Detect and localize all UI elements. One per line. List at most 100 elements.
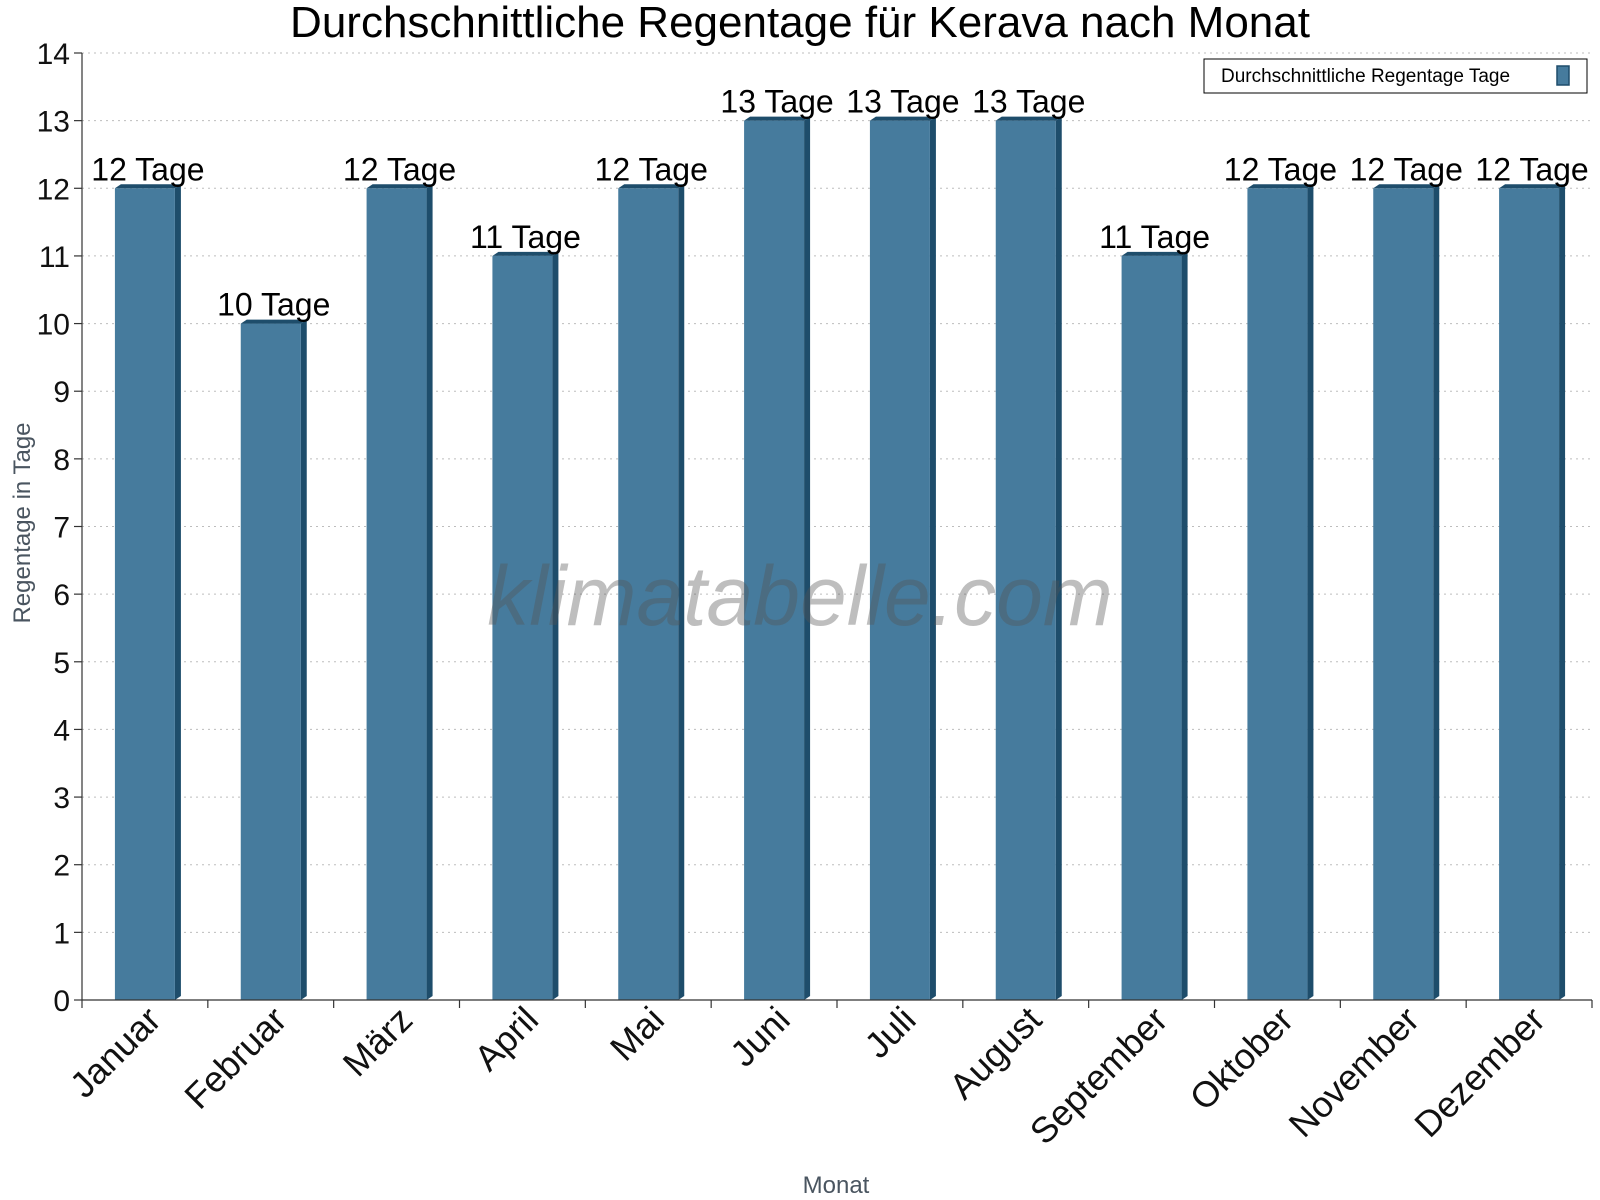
- y-tick-label: 14: [37, 38, 70, 71]
- data-label: 12 Tage: [1350, 151, 1463, 187]
- bar-top: [744, 116, 811, 121]
- bar-12: [1499, 184, 1566, 1001]
- y-tick-label: 3: [53, 782, 70, 815]
- y-tick-label: 8: [53, 444, 70, 477]
- bar-face: [1247, 188, 1308, 1001]
- bar-3: [366, 184, 433, 1001]
- y-tick-label: 6: [53, 579, 70, 612]
- x-tick-label: März: [335, 999, 421, 1085]
- bar-top: [618, 184, 685, 189]
- bar-9: [1121, 251, 1188, 1000]
- legend-label: Durchschnittliche Regentage Tage: [1221, 66, 1510, 87]
- y-tick-label: 5: [53, 647, 70, 680]
- data-label: 12 Tage: [595, 151, 708, 187]
- data-label: 12 Tage: [91, 151, 204, 187]
- y-tick-label: 11: [39, 241, 70, 274]
- y-tick-label: 4: [53, 714, 70, 747]
- bar-top: [114, 184, 181, 189]
- bar-top: [492, 251, 559, 256]
- bar-8: [995, 116, 1062, 1000]
- y-tick-label: 13: [37, 106, 70, 139]
- x-tick-label: September: [1022, 999, 1176, 1153]
- bar-face: [869, 120, 930, 1000]
- data-label: 10 Tage: [217, 287, 330, 323]
- x-tick-label: April: [466, 999, 546, 1079]
- bar-face: [744, 120, 805, 1000]
- x-tick-label: Mai: [602, 999, 672, 1069]
- bar-top: [1373, 184, 1440, 189]
- y-axis-title: Regentage in Tage: [9, 422, 36, 623]
- y-tick-label: 12: [37, 173, 70, 206]
- data-label: 12 Tage: [1475, 151, 1588, 187]
- bar-side: [1559, 184, 1566, 1001]
- data-label: 13 Tage: [846, 84, 959, 120]
- bar-top: [240, 319, 307, 324]
- bar-top: [1247, 184, 1314, 189]
- y-tick-label: 10: [37, 309, 70, 342]
- bar-side: [174, 184, 181, 1001]
- x-axis-title: Monat: [803, 1172, 870, 1199]
- bar-side: [552, 251, 559, 1000]
- bars: [114, 116, 1566, 1001]
- bar-face: [492, 255, 553, 1000]
- y-tick-label: 2: [53, 850, 70, 883]
- x-tick-label: Februar: [176, 999, 294, 1117]
- data-label: 13 Tage: [720, 84, 833, 120]
- bar-side: [300, 319, 307, 1001]
- bar-face: [1499, 188, 1560, 1001]
- watermark: klimatabelle.com: [487, 549, 1113, 643]
- legend-box: [1203, 58, 1588, 94]
- bar-side: [426, 184, 433, 1001]
- data-labels: 12 Tage 10 Tage 12 Tage 11 Tage 12 Tage 13 Ta…: [91, 84, 1588, 323]
- data-label: 13 Tage: [972, 84, 1085, 120]
- x-tick-labels: Januar Februar März April Mai Juni Juli AugustS…: [62, 999, 1553, 1153]
- x-tick-label: November: [1280, 999, 1426, 1145]
- legend: Durchschnittliche Regentage Tage: [1203, 58, 1588, 94]
- legend-swatch: [1556, 65, 1570, 86]
- bar-top: [366, 184, 433, 189]
- bar-1: [114, 184, 181, 1001]
- data-label: 12 Tage: [343, 151, 456, 187]
- x-tick-label: Juli: [856, 999, 923, 1066]
- bar-side: [678, 184, 685, 1001]
- x-tick-label: August: [941, 999, 1049, 1107]
- y-tick-label: 1: [53, 917, 70, 950]
- chart-title: Durchschnittliche Regentage für Kerava n…: [290, 0, 1310, 47]
- bar-side: [1055, 116, 1062, 1000]
- x-tick-label: Dezember: [1406, 999, 1552, 1145]
- bar-4: [492, 251, 559, 1000]
- bar-top: [995, 116, 1062, 121]
- bar-face: [995, 120, 1056, 1000]
- bar-side: [1181, 251, 1188, 1000]
- x-tick-label: Oktober: [1182, 999, 1302, 1119]
- bar-6: [744, 116, 811, 1000]
- bar-face: [240, 323, 301, 1001]
- axes: [74, 52, 1593, 1008]
- x-tick-label: Januar: [62, 999, 169, 1106]
- bar-side: [1433, 184, 1440, 1001]
- y-tick-label: 9: [53, 376, 70, 409]
- data-label: 12 Tage: [1224, 151, 1337, 187]
- bar-top: [869, 116, 936, 121]
- bar-top: [1121, 251, 1188, 256]
- x-tick-label: Juni: [722, 999, 798, 1075]
- bar-face: [618, 188, 679, 1001]
- bar-7: [869, 116, 936, 1000]
- bar-side: [1307, 184, 1314, 1001]
- bar-top: [1499, 184, 1566, 189]
- bar-5: [618, 184, 685, 1001]
- bar-face: [366, 188, 427, 1001]
- bar-side: [929, 116, 936, 1000]
- data-label: 11 Tage: [1099, 219, 1210, 255]
- data-label: 11 Tage: [470, 219, 581, 255]
- bar-side: [804, 116, 811, 1000]
- bar-11: [1373, 184, 1440, 1001]
- y-tick-label: 0: [53, 985, 70, 1018]
- bar-face: [1373, 188, 1434, 1001]
- bar-face: [114, 188, 175, 1001]
- bar-2: [240, 319, 307, 1001]
- bar-10: [1247, 184, 1314, 1001]
- bar-face: [1121, 255, 1182, 1000]
